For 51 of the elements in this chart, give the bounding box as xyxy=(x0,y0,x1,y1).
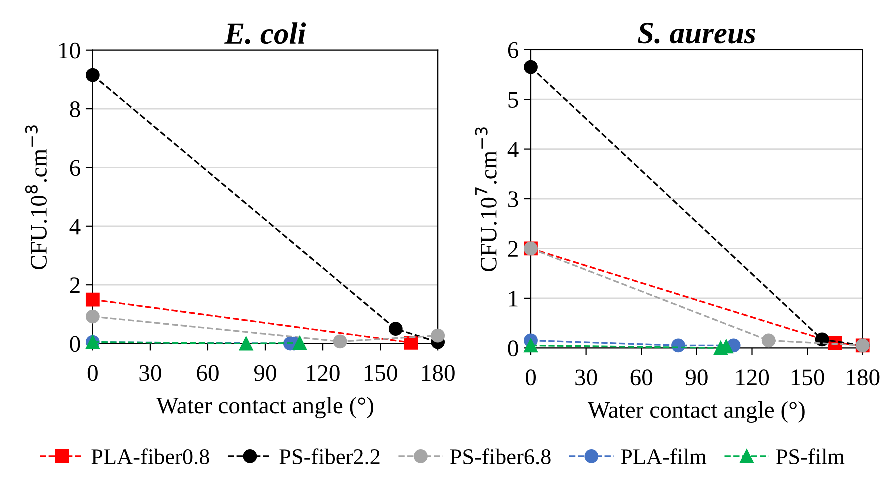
point xyxy=(86,292,100,307)
y-tick-label: 4 xyxy=(70,219,81,235)
y-tick-label: 10 xyxy=(60,42,80,59)
x-tick-label: 0 xyxy=(526,370,536,386)
y-tick-label: 0 xyxy=(508,340,518,357)
point xyxy=(239,336,254,351)
point xyxy=(333,334,348,349)
y-tick-label: 4 xyxy=(508,142,519,158)
y-tick-label: 1 xyxy=(509,291,518,307)
y-tick-label: 6 xyxy=(508,42,518,58)
x-tick-label: 150 xyxy=(792,370,824,386)
x-tick-label: 60 xyxy=(630,370,653,386)
y-tick-label: 8 xyxy=(70,102,80,118)
y-axis-title: CFU.10$^{8}$.cm$^{−3}$ xyxy=(25,126,48,270)
x-tick-label: 180 xyxy=(847,370,880,386)
x-tick-label: 30 xyxy=(140,365,162,382)
point xyxy=(524,60,538,74)
x-tick-label: 150 xyxy=(364,365,398,382)
point xyxy=(431,328,446,343)
x-tick-label: 60 xyxy=(197,365,219,382)
legend-label: PS-fiber6.8 xyxy=(450,448,551,465)
point xyxy=(86,310,100,324)
x-axis-title: Water contact angle (°) xyxy=(588,402,805,424)
point xyxy=(86,68,100,82)
y-tick-label: 0 xyxy=(70,336,80,352)
chart-title: S. aureus xyxy=(638,23,756,44)
x-axis-title: Water contact angle (°) xyxy=(156,397,374,419)
point xyxy=(293,336,307,350)
point xyxy=(404,336,418,350)
chart-title: E. coli xyxy=(224,22,306,44)
x-tick-label: 120 xyxy=(307,365,340,382)
y-tick-label: 2 xyxy=(508,241,518,257)
x-tick-label: 0 xyxy=(88,365,98,382)
legend-label: PLA-fiber0.8 xyxy=(92,448,210,465)
y-tick-label: 3 xyxy=(508,192,518,208)
x-tick-label: 180 xyxy=(422,365,455,382)
y-tick-label: 2 xyxy=(70,278,80,294)
legend-label: PS-film xyxy=(776,448,845,464)
y-axis-title: CFU.10$^{7}$.cm$^{−3}$ xyxy=(475,128,497,272)
legend-label: PS-fiber2.2 xyxy=(280,448,380,465)
x-tick-label: 90 xyxy=(254,365,276,382)
point xyxy=(388,322,403,336)
y-tick-label: 5 xyxy=(508,92,518,108)
y-tick-label: 6 xyxy=(70,160,80,176)
point xyxy=(524,338,538,353)
point xyxy=(815,332,830,347)
x-tick-label: 90 xyxy=(686,370,708,386)
x-tick-label: 30 xyxy=(576,370,598,386)
x-tick-label: 120 xyxy=(736,370,770,386)
point xyxy=(762,334,776,348)
legend-label: PLA-film xyxy=(621,448,707,464)
